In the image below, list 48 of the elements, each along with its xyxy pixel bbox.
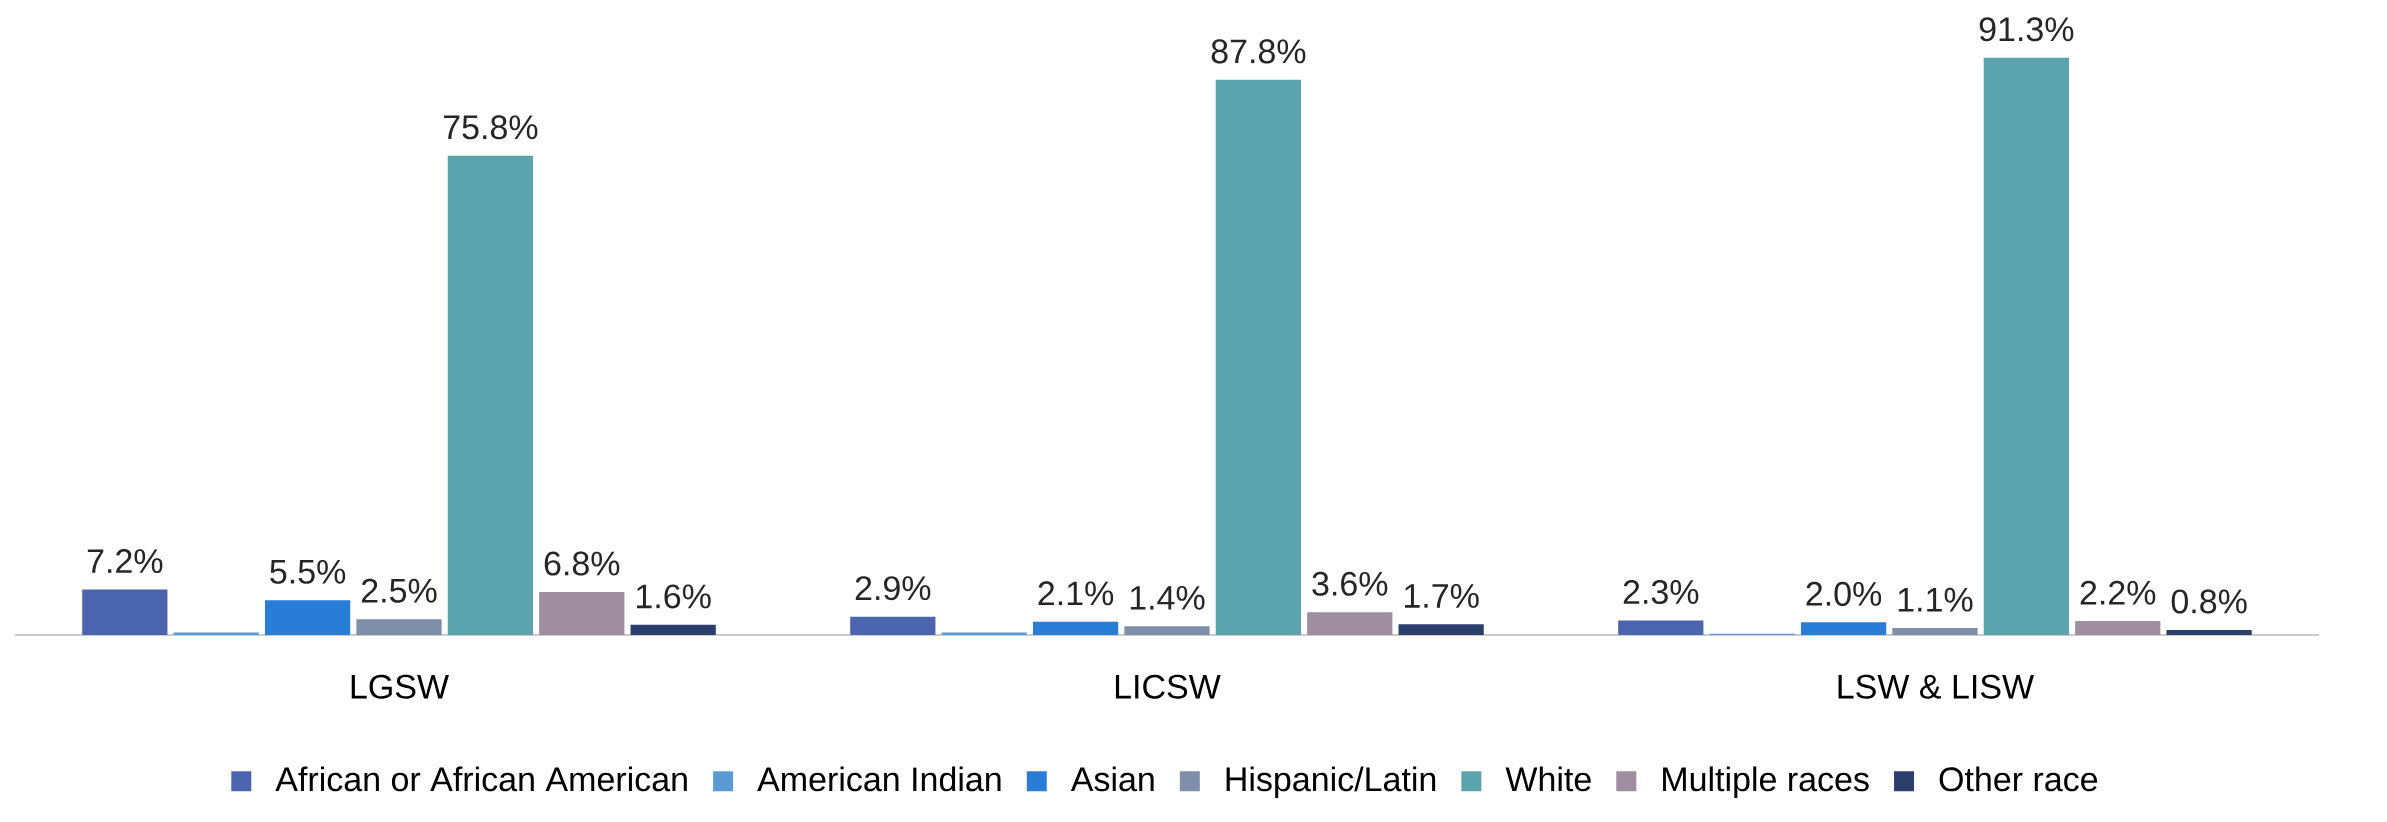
legend-label: White (1505, 766, 1591, 792)
bar (941, 632, 1027, 635)
data-label: 1.4% (1130, 585, 1205, 610)
bar (1307, 612, 1393, 635)
data-label: 0.8% (2171, 589, 2247, 614)
bar (173, 632, 259, 635)
data-label: 2.2% (2080, 580, 2156, 605)
bar (356, 619, 442, 635)
data-label: 7.2% (87, 549, 163, 574)
data-label: 75.8% (443, 115, 538, 140)
data-label: 2.3% (1623, 579, 1699, 605)
bar (1800, 622, 1887, 635)
data-label: 1.1% (1898, 587, 1973, 612)
x-tick-label: LSW & LISW (1838, 674, 2034, 699)
bar (2075, 621, 2161, 635)
data-label: 6.8% (544, 551, 620, 576)
bar (82, 589, 168, 635)
data-label: 2.5% (361, 578, 437, 603)
data-label: 1.7% (1405, 584, 1479, 608)
bar (2166, 629, 2252, 635)
x-tick-label: LICSW (1115, 674, 1221, 699)
bar (447, 155, 534, 635)
data-label: 3.6% (1312, 571, 1388, 596)
x-tick-label: LGSW (351, 674, 449, 699)
data-label: 91.3% (1979, 17, 2074, 42)
bar (1618, 620, 1704, 635)
bar (850, 616, 936, 635)
bar (1983, 57, 2069, 635)
legend-label: Asian (1070, 766, 1154, 792)
bar (1892, 628, 1978, 635)
bar (1032, 621, 1119, 635)
data-label: 5.5% (270, 559, 346, 584)
legend-label: American Indian (757, 766, 1001, 792)
data-label: 87.8% (1211, 39, 1306, 64)
data-label: 1.6% (637, 584, 711, 609)
bar (630, 624, 716, 635)
bar (1215, 79, 1301, 635)
legend-label: Multiple races (1663, 766, 1869, 799)
data-label: 2.0% (1806, 581, 1882, 606)
legend-label: Hispanic/Latin (1226, 766, 1436, 799)
data-label: 2.9% (855, 576, 931, 601)
bar (1398, 624, 1484, 635)
bar (264, 600, 351, 635)
bar (539, 591, 625, 635)
data-label: 2.1% (1038, 581, 1114, 606)
legend-label: Other race (1939, 766, 2098, 792)
legend-label: African or African American (275, 766, 687, 792)
bar (1124, 626, 1210, 635)
